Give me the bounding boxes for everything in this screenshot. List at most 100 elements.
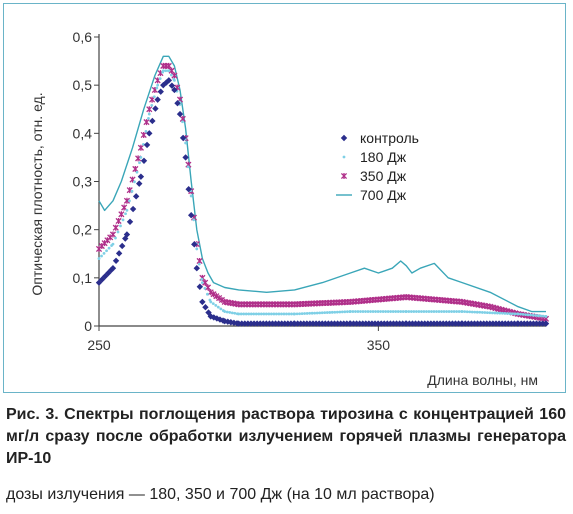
data-point xyxy=(126,218,134,225)
x-tick-label: 250 xyxy=(87,337,111,353)
data-point xyxy=(211,302,215,306)
legend-label: 700 Дж xyxy=(360,187,407,203)
data-point xyxy=(435,310,438,313)
data-point xyxy=(534,314,538,317)
data-point xyxy=(498,311,502,315)
data-point xyxy=(315,311,319,315)
data-point xyxy=(109,265,117,272)
data-point xyxy=(425,310,428,313)
legend-label: 350 Дж xyxy=(360,168,407,184)
data-point xyxy=(272,312,276,316)
data-point xyxy=(259,312,263,316)
data-point xyxy=(132,193,140,200)
data-point xyxy=(185,186,192,193)
y-tick-label: 0,4 xyxy=(73,125,93,141)
data-point xyxy=(511,312,514,316)
data-point xyxy=(182,154,189,161)
data-point xyxy=(262,312,266,316)
data-point xyxy=(168,82,176,89)
data-point xyxy=(128,199,131,203)
series-1 xyxy=(95,77,550,327)
data-point xyxy=(396,310,400,313)
data-point xyxy=(200,277,204,281)
data-point xyxy=(427,310,431,313)
data-point xyxy=(455,310,458,313)
legend-item: контроль xyxy=(340,130,419,146)
data-point xyxy=(440,310,443,313)
data-point xyxy=(109,231,117,238)
data-point xyxy=(541,314,545,318)
data-point xyxy=(123,197,130,204)
data-point xyxy=(121,204,128,211)
data-point xyxy=(129,205,137,213)
data-point xyxy=(140,131,147,138)
data-point xyxy=(223,310,227,313)
legend-item: 350 Дж xyxy=(340,168,407,184)
data-point xyxy=(189,194,193,198)
data-point xyxy=(531,313,535,317)
data-point xyxy=(204,284,212,291)
data-point xyxy=(490,311,494,315)
data-point xyxy=(121,218,125,222)
data-point xyxy=(412,310,416,313)
data-point xyxy=(158,77,162,81)
data-point xyxy=(338,310,342,314)
data-point xyxy=(391,310,395,313)
data-point xyxy=(118,242,126,250)
y-tick-label: 0,1 xyxy=(73,270,93,286)
data-point xyxy=(114,236,117,240)
data-point xyxy=(192,218,196,222)
data-point xyxy=(366,310,370,313)
figure-caption-title: Рис. 3. Спектры поглощения раствора тиро… xyxy=(6,406,566,467)
data-point xyxy=(345,310,349,314)
data-point xyxy=(519,312,522,316)
data-point xyxy=(140,157,148,164)
x-tick-label: 350 xyxy=(367,337,391,353)
data-point xyxy=(333,310,337,314)
data-point xyxy=(203,287,207,290)
data-point xyxy=(432,310,436,313)
data-point xyxy=(184,141,188,145)
data-point xyxy=(298,312,301,316)
data-point xyxy=(506,312,509,315)
data-point xyxy=(191,241,198,248)
legend-swatch xyxy=(340,134,348,142)
series-4 xyxy=(98,55,546,313)
data-point xyxy=(144,130,148,133)
legend-item: 180 Дж xyxy=(342,149,407,165)
data-point xyxy=(422,310,426,313)
legend: контроль 180 Дж 350 Дж 700 Дж xyxy=(336,130,419,203)
legend-label: контроль xyxy=(360,130,419,146)
y-tick-label: 0,6 xyxy=(73,29,93,45)
data-point xyxy=(118,211,125,218)
data-point xyxy=(202,279,209,286)
data-point xyxy=(181,120,184,124)
data-point xyxy=(207,313,214,320)
data-point xyxy=(287,312,291,316)
data-point xyxy=(225,310,229,314)
data-point xyxy=(457,310,461,313)
data-point xyxy=(171,86,178,94)
data-point xyxy=(473,310,477,314)
data-point xyxy=(536,314,540,318)
data-point xyxy=(381,310,385,313)
data-point xyxy=(293,312,296,316)
absorption-spectra-chart: 0 0,1 0,2 0,3 0,4 0,5 0,6 250 350 контроль 180 Дж… xyxy=(29,29,550,388)
y-axis-label: Оптическая плотность, отн. ед. xyxy=(29,92,45,295)
legend-swatch xyxy=(342,155,346,159)
data-point xyxy=(179,134,187,142)
data-point xyxy=(124,212,127,216)
data-point xyxy=(437,310,441,313)
data-point xyxy=(152,105,159,112)
y-tick-label: 0,3 xyxy=(73,174,93,190)
data-point xyxy=(195,247,199,251)
data-point xyxy=(480,311,484,314)
data-point xyxy=(542,320,550,327)
data-point xyxy=(379,310,383,313)
data-point xyxy=(442,310,446,313)
data-point xyxy=(100,254,103,258)
data-point xyxy=(409,310,413,313)
data-point xyxy=(102,251,106,255)
data-point xyxy=(244,312,248,316)
data-point xyxy=(133,180,136,184)
